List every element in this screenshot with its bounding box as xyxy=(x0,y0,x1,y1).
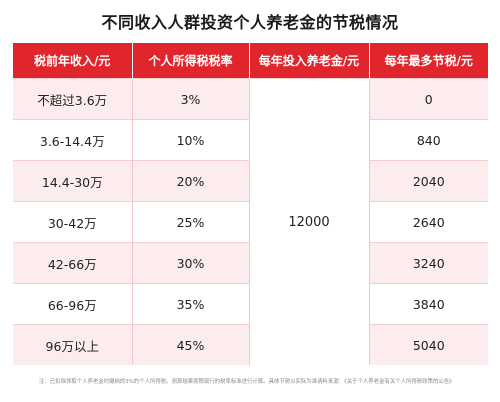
table-row: 66-96万 35% 3840 xyxy=(13,283,488,325)
header-tax-rate: 个人所得税税率 xyxy=(132,43,250,79)
max-saving-cell: 3240 xyxy=(369,242,488,284)
tax-saving-table: 税前年收入/元 个人所得税税率 每年投入养老金/元 每年最多节税/元 不超过3.… xyxy=(13,43,488,365)
max-saving-cell: 840 xyxy=(369,119,488,161)
income-cell: 96万以上 xyxy=(13,324,133,365)
table-row: 96万以上 45% 5040 xyxy=(13,324,488,365)
header-annual-contribution: 每年投入养老金/元 xyxy=(249,43,370,79)
table-row: 3.6-14.4万 10% 840 xyxy=(13,119,488,161)
page-title: 不同收入人群投资个人养老金的节税情况 xyxy=(101,13,399,32)
footnote: 注：已扣除领取个人养老金时缴纳的3%的个人所得税。测算结果按照现行的税率标准进行… xyxy=(39,379,455,385)
header-max-saving: 每年最多节税/元 xyxy=(369,43,488,79)
tax-rate-cell: 35% xyxy=(132,283,250,325)
header-income: 税前年收入/元 xyxy=(13,43,133,79)
table-row: 不超过3.6万 3% 12000 0 xyxy=(13,78,488,365)
income-cell: 不超过3.6万 xyxy=(13,78,133,120)
income-cell: 3.6-14.4万 xyxy=(13,119,133,161)
tax-rate-cell: 10% xyxy=(132,119,250,161)
table-row: 42-66万 30% 3240 xyxy=(13,242,488,284)
table-row: 14.4-30万 20% 2040 xyxy=(13,160,488,202)
table-header-row: 税前年收入/元 个人所得税税率 每年投入养老金/元 每年最多节税/元 xyxy=(13,43,488,79)
income-cell: 30-42万 xyxy=(13,201,133,243)
max-saving-cell: 5040 xyxy=(369,324,488,365)
max-saving-cell: 3840 xyxy=(369,283,488,325)
tax-rate-cell: 25% xyxy=(132,201,250,243)
tax-rate-cell: 3% xyxy=(132,78,250,120)
income-cell: 42-66万 xyxy=(13,242,133,284)
income-cell: 14.4-30万 xyxy=(13,160,133,202)
tax-rate-cell: 20% xyxy=(132,160,250,202)
max-saving-cell: 0 xyxy=(369,78,488,120)
income-cell: 66-96万 xyxy=(13,283,133,325)
tax-rate-cell: 30% xyxy=(132,242,250,284)
tax-rate-cell: 45% xyxy=(132,324,250,365)
max-saving-cell: 2040 xyxy=(369,160,488,202)
annual-contribution-cell: 12000 xyxy=(249,78,370,365)
table-row: 30-42万 25% 2640 xyxy=(13,201,488,243)
max-saving-cell: 2640 xyxy=(369,201,488,243)
